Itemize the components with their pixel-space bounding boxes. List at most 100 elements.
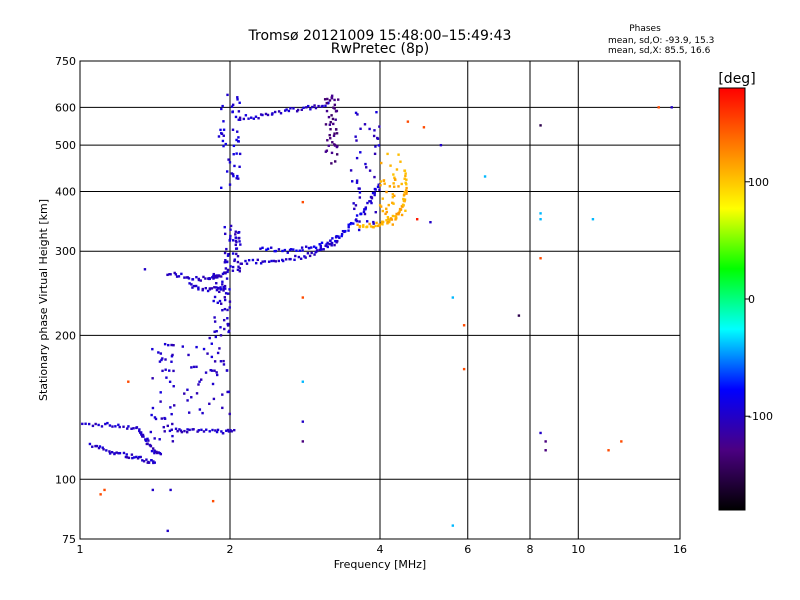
data-point [226, 324, 230, 327]
data-point [144, 439, 148, 442]
data-point [227, 158, 230, 161]
data-point [381, 197, 384, 200]
data-point [146, 437, 149, 441]
data-point [320, 241, 324, 244]
y-tick-label: 500 [55, 139, 76, 152]
data-point [236, 96, 239, 99]
data-point [286, 251, 289, 254]
data-point [333, 132, 336, 135]
data-point [328, 242, 331, 246]
data-point [451, 524, 455, 527]
data-point [198, 380, 201, 383]
data-point [403, 190, 407, 194]
data-point [136, 457, 140, 460]
data-point [315, 250, 319, 253]
data-point [284, 258, 288, 261]
data-point [131, 456, 134, 460]
data-point [220, 430, 223, 433]
data-point [334, 160, 337, 163]
data-point [198, 408, 202, 411]
data-point [171, 434, 174, 438]
data-point [392, 173, 395, 176]
data-point [369, 225, 373, 228]
data-point [139, 455, 142, 459]
data-point [166, 424, 169, 428]
data-point [157, 351, 160, 354]
data-point [170, 343, 173, 347]
data-point [217, 274, 221, 277]
data-point [214, 429, 217, 432]
data-point [125, 456, 129, 459]
data-point [210, 342, 213, 345]
y-axis: 75 100 200 300 400 500 600 750 [55, 55, 76, 546]
data-point [380, 222, 383, 225]
data-point [213, 360, 217, 363]
data-point [292, 107, 295, 110]
data-point [383, 182, 386, 185]
data-point [183, 276, 186, 279]
data-point [404, 172, 407, 175]
data-point [289, 248, 293, 251]
data-point [355, 181, 359, 184]
data-point [373, 152, 377, 156]
data-point [330, 114, 333, 117]
data-point [295, 249, 298, 252]
data-point [160, 358, 163, 362]
data-point [228, 183, 232, 186]
data-point [377, 183, 380, 186]
data-point [325, 149, 329, 152]
data-point [219, 128, 222, 132]
data-point [234, 230, 237, 233]
data-point [358, 191, 362, 194]
data-point [403, 177, 406, 180]
data-point [283, 248, 287, 252]
data-point [232, 153, 235, 156]
data-point [237, 140, 240, 143]
stats-line-o: mean, sd,O: -93.9, 15.3 [608, 36, 714, 46]
data-point [402, 197, 405, 201]
data-point [238, 118, 242, 121]
data-point [227, 322, 230, 326]
data-point [544, 440, 547, 443]
data-point [196, 430, 199, 433]
data-point [222, 144, 225, 148]
data-point [301, 249, 304, 252]
data-point [369, 200, 372, 203]
data-point [406, 120, 410, 123]
data-point [215, 281, 218, 285]
data-point [221, 139, 225, 143]
data-point [192, 428, 195, 431]
data-point [180, 430, 184, 434]
data-point [232, 144, 236, 148]
data-point [233, 164, 236, 168]
data-point [256, 258, 259, 262]
data-point [130, 427, 133, 430]
data-point [365, 220, 369, 223]
data-point [462, 367, 466, 371]
data-point [300, 108, 303, 111]
data-point [307, 104, 310, 108]
data-point [374, 210, 377, 214]
data-point [168, 369, 171, 372]
data-point [362, 224, 365, 227]
data-point [287, 109, 291, 113]
data-point [152, 461, 155, 465]
data-point [245, 262, 249, 265]
data-point [237, 236, 240, 240]
y-tick-label: 750 [55, 55, 76, 68]
data-point [334, 239, 337, 243]
data-point [170, 360, 173, 363]
data-point [140, 433, 143, 436]
data-point [392, 182, 395, 185]
data-point [539, 124, 542, 127]
data-point [356, 223, 359, 226]
data-point [237, 136, 240, 139]
x-tick-label: 4 [377, 543, 384, 556]
data-point [358, 220, 361, 223]
data-point [222, 363, 226, 366]
data-point [305, 106, 308, 109]
data-point [191, 286, 194, 289]
data-point [332, 106, 335, 109]
data-point [422, 126, 426, 129]
data-point [319, 246, 323, 249]
